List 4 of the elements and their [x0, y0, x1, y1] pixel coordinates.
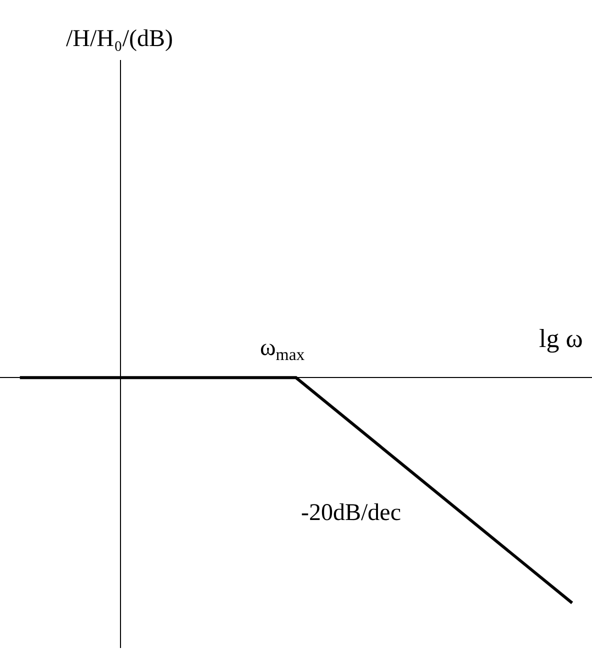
x-axis-title: lg ω — [539, 324, 583, 353]
text: ω$_{max}$ — [260, 335, 306, 364]
text: /H/H₀/(dB) — [66, 26, 174, 52]
annotation: -20dB/dec — [301, 500, 401, 526]
